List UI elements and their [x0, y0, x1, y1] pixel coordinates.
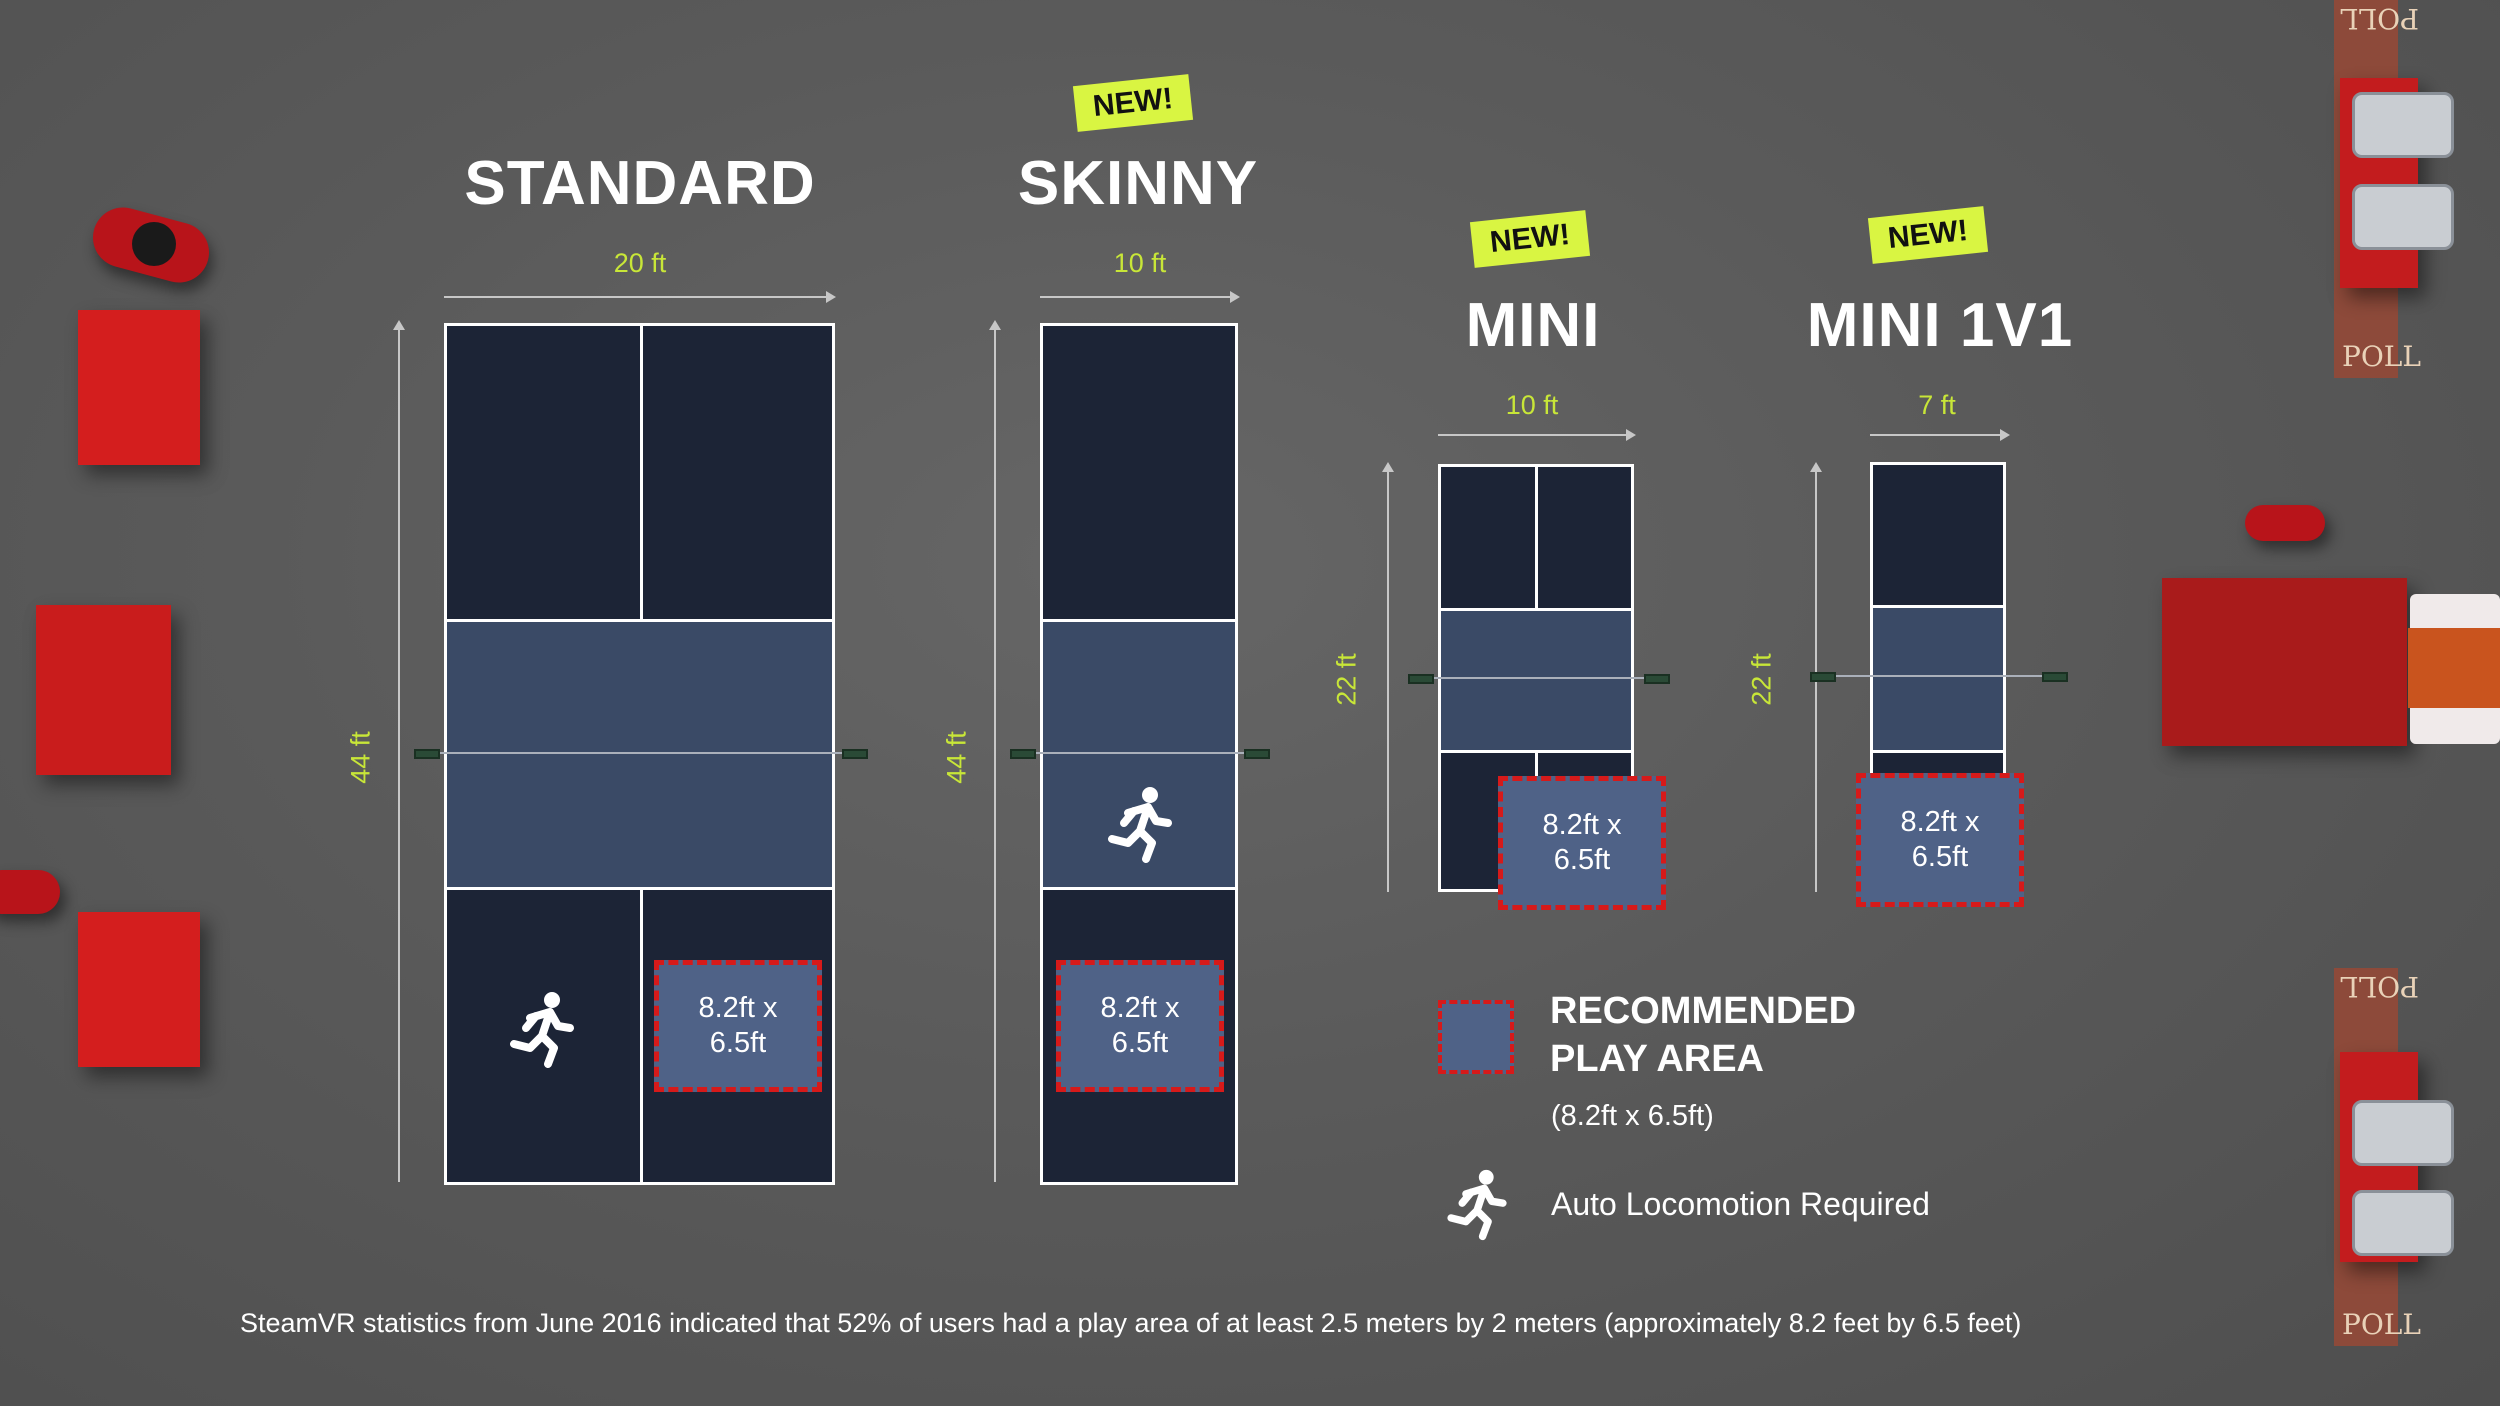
length-arrow	[393, 320, 405, 1182]
net-post	[1244, 749, 1270, 759]
recommended-play-area: 8.2ft x 6.5ft	[654, 960, 822, 1092]
kitchen-line	[1441, 750, 1631, 753]
net	[1814, 675, 2060, 677]
width-arrow	[1438, 429, 1636, 441]
red-crate	[78, 310, 200, 465]
recommended-play-area: 8.2ft x 6.5ft	[1056, 960, 1224, 1092]
kitchen-line	[1873, 750, 2003, 753]
cylinder-opening	[132, 222, 176, 266]
runner-icon	[1108, 787, 1172, 863]
new-badge: NEW!	[1867, 206, 1989, 264]
metal-bracket	[2352, 92, 2454, 158]
back-zone-right	[1538, 467, 1631, 608]
poll-label-top: POLL	[2340, 2, 2419, 35]
kitchen-zone	[447, 622, 832, 887]
metal-bracket	[2352, 1100, 2454, 1166]
red-cylinder	[0, 870, 60, 914]
runner-icon	[510, 992, 574, 1068]
back-zone	[1043, 326, 1235, 619]
net	[1412, 677, 1660, 679]
net	[418, 752, 862, 754]
new-badge: NEW!	[1469, 210, 1591, 268]
net-post	[1644, 674, 1670, 684]
width-label: 10 ft	[1113, 248, 1167, 278]
net-post	[842, 749, 868, 759]
play-area-label: 8.2ft x	[1100, 992, 1180, 1025]
play-area-label: 8.2ft x	[698, 992, 778, 1025]
kitchen-line	[1873, 605, 2003, 608]
center-line	[640, 890, 643, 1182]
center-line	[640, 326, 643, 619]
kitchen-zone	[1873, 608, 2003, 750]
poll-label-bottom: POLL	[2342, 340, 2421, 373]
length-arrow	[1382, 462, 1394, 892]
metal-bracket	[2352, 1190, 2454, 1256]
width-arrow	[1870, 429, 2010, 441]
recommended-play-area: 8.2ft x 6.5ft	[1856, 773, 2024, 907]
kitchen-line	[1043, 887, 1235, 890]
red-crate	[78, 912, 200, 1067]
kitchen-line	[447, 619, 832, 622]
play-area-label: 6.5ft	[1111, 1027, 1169, 1059]
legend-recommended-line2: PLAY AREA	[1550, 1037, 1764, 1080]
net-post	[414, 749, 440, 759]
back-zone	[1873, 465, 2003, 605]
red-bench	[36, 605, 171, 775]
legend-play-area-swatch	[1438, 1000, 1514, 1074]
width-arrow	[444, 291, 836, 303]
width-arrow	[1040, 291, 1240, 303]
runner-icon	[1447, 1169, 1507, 1241]
net	[1016, 752, 1262, 754]
recommended-play-area: 8.2ft x 6.5ft	[1498, 776, 1666, 910]
length-label: 44 ft	[345, 731, 376, 784]
poll-label-bottom: POLL	[2342, 1308, 2421, 1341]
kitchen-line	[1441, 608, 1631, 611]
back-zone-left	[447, 326, 640, 619]
length-label: 44 ft	[941, 731, 972, 784]
court-title: MINI 1V1	[1806, 291, 2074, 360]
legend-locomotion-label: Auto Locomotion Required	[1551, 1186, 1930, 1222]
play-area-label: 8.2ft x	[1542, 809, 1622, 842]
court-surface	[1040, 323, 1238, 1185]
back-zone-right	[643, 326, 832, 619]
machine-panel	[2408, 628, 2500, 708]
net-post	[1810, 672, 1836, 682]
metal-bracket	[2352, 184, 2454, 250]
play-area-label: 6.5ft	[1911, 841, 1969, 873]
net-post	[1408, 674, 1434, 684]
width-label: 10 ft	[1505, 390, 1559, 420]
red-machine	[2162, 578, 2407, 746]
legend-recommended-title: RECOMMENDED PLAY AREA	[1550, 988, 1856, 1083]
court-title: STANDARD	[464, 149, 816, 218]
width-label: 20 ft	[613, 248, 667, 278]
net-post	[1010, 749, 1036, 759]
court-title: MINI	[1465, 291, 1601, 360]
width-label: 7 ft	[1918, 390, 1956, 420]
footer-note: SteamVR statistics from June 2016 indica…	[240, 1308, 2022, 1338]
kitchen-line	[1043, 619, 1235, 622]
kitchen-line	[447, 887, 832, 890]
kitchen-zone	[1043, 622, 1235, 887]
center-line	[1535, 467, 1538, 608]
length-label: 22 ft	[1746, 653, 1777, 706]
court-title: SKINNY	[1017, 149, 1259, 218]
play-area-label: 6.5ft	[709, 1027, 767, 1059]
play-area-label: 8.2ft x	[1900, 806, 1980, 839]
legend-recommended-size: (8.2ft x 6.5ft)	[1551, 1100, 1714, 1132]
length-label: 22 ft	[1331, 653, 1362, 706]
play-area-label: 6.5ft	[1553, 844, 1611, 876]
length-arrow	[989, 320, 1001, 1182]
legend-recommended-line1: RECOMMENDED	[1550, 990, 1857, 1032]
back-zone-left	[1441, 467, 1535, 608]
red-cylinder	[2245, 505, 2325, 541]
net-post	[2042, 672, 2068, 682]
poll-label-top: POLL	[2340, 970, 2419, 1003]
new-badge: NEW!	[1072, 74, 1194, 132]
kitchen-zone	[1441, 611, 1631, 750]
